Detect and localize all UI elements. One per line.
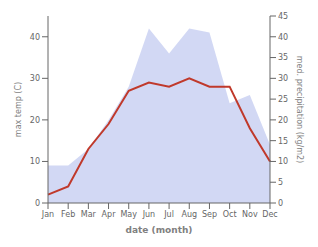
svg-text:35: 35 <box>278 53 288 62</box>
svg-text:30: 30 <box>278 74 288 83</box>
svg-text:med. precipitation (kg/m2): med. precipitation (kg/m2) <box>295 56 304 163</box>
svg-text:date (month): date (month) <box>126 225 193 235</box>
svg-text:45: 45 <box>278 12 288 21</box>
svg-text:max temp (C): max temp (C) <box>14 82 23 137</box>
svg-text:Mar: Mar <box>81 210 97 219</box>
svg-text:Apr: Apr <box>102 210 117 219</box>
svg-text:20: 20 <box>278 116 288 125</box>
svg-text:Aug: Aug <box>181 210 197 219</box>
svg-text:Dec: Dec <box>262 210 277 219</box>
svg-text:0: 0 <box>278 199 283 208</box>
svg-text:10: 10 <box>30 157 40 166</box>
svg-text:Jan: Jan <box>41 210 54 219</box>
svg-text:10: 10 <box>278 157 288 166</box>
svg-text:15: 15 <box>278 137 288 146</box>
svg-text:Oct: Oct <box>223 210 237 219</box>
svg-text:40: 40 <box>278 33 288 42</box>
svg-text:Feb: Feb <box>61 210 75 219</box>
svg-text:40: 40 <box>30 33 40 42</box>
svg-text:5: 5 <box>278 178 283 187</box>
svg-text:25: 25 <box>278 95 288 104</box>
svg-text:Jun: Jun <box>142 210 156 219</box>
svg-text:20: 20 <box>30 116 40 125</box>
svg-text:30: 30 <box>30 74 40 83</box>
svg-text:Nov: Nov <box>242 210 258 219</box>
svg-text:Sep: Sep <box>202 210 217 219</box>
svg-text:0: 0 <box>35 199 40 208</box>
svg-text:Jul: Jul <box>163 210 174 219</box>
svg-text:May: May <box>120 210 137 219</box>
